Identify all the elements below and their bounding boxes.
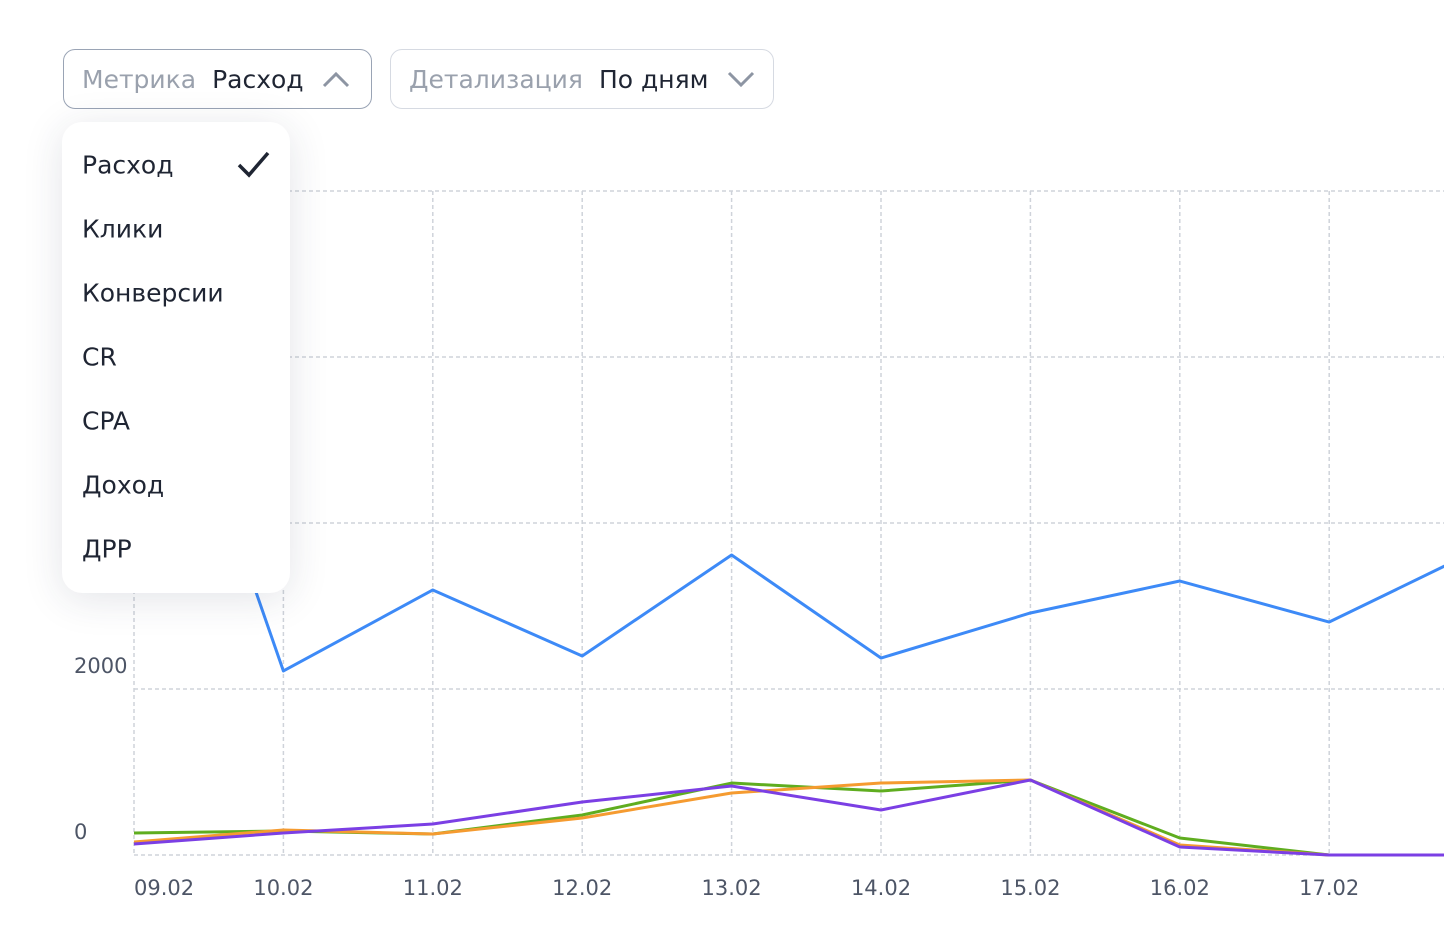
y-tick-label: 0 (74, 820, 87, 844)
x-tick-label: 12.02 (552, 876, 612, 900)
x-tick-label: 11.02 (403, 876, 463, 900)
x-tick-label: 14.02 (851, 876, 911, 900)
y-tick-label: 2000 (74, 654, 127, 678)
menu-item[interactable]: CPA (82, 406, 131, 436)
menu-item[interactable]: Конверсии (82, 278, 224, 308)
x-tick-label: 17.02 (1299, 876, 1359, 900)
menu-item[interactable]: Клики (82, 214, 164, 244)
detail-select[interactable]: Детализация По дням (390, 49, 774, 109)
metric-value: Расход (212, 64, 304, 94)
detail-label: Детализация (409, 64, 583, 94)
x-tick-label: 15.02 (1000, 876, 1060, 900)
detail-value: По дням (598, 64, 709, 94)
series-line (133, 778, 1444, 857)
menu-item[interactable]: Расход (82, 150, 174, 180)
x-tick-label: 13.02 (702, 876, 762, 900)
metric-menu: Расход Клики Конверсии CR CPA Доход ДРР (62, 122, 290, 593)
metric-label: Метрика (82, 64, 197, 94)
x-tick-label: 09.02 (134, 876, 194, 900)
menu-item[interactable]: CR (82, 342, 117, 372)
check-icon (237, 151, 270, 178)
chevron-up (322, 71, 349, 88)
series-line (132, 240, 1444, 673)
series-line (133, 778, 1444, 857)
metric-select[interactable]: Метрика Расход (63, 49, 372, 109)
menu-item[interactable]: ДРР (82, 534, 132, 564)
x-tick-label: 10.02 (253, 876, 313, 900)
series-line (133, 778, 1444, 857)
x-tick-label: 16.02 (1150, 876, 1210, 900)
menu-item[interactable]: Доход (82, 470, 165, 500)
chevron-down (727, 71, 754, 88)
